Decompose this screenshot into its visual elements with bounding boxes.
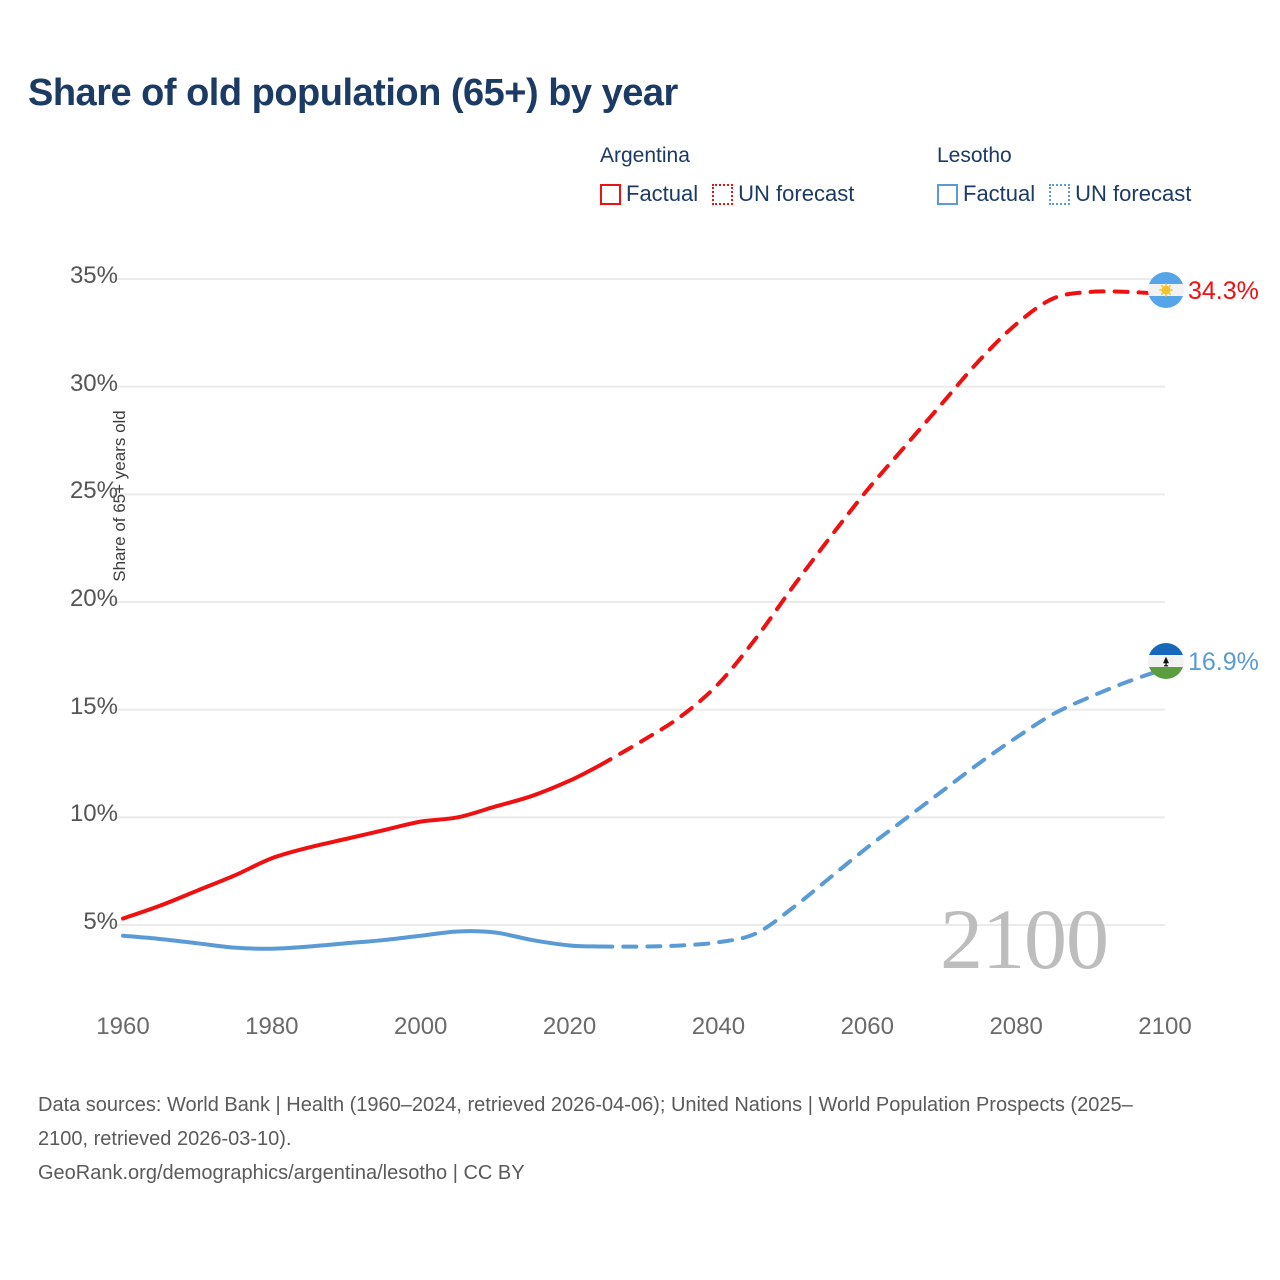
footer-attribution[interactable]: GeoRank.org/demographics/argentina/lesot… xyxy=(38,1162,525,1184)
page-title: Share of old population (65+) by year xyxy=(28,72,678,114)
x-tick-label: 2100 xyxy=(1138,1013,1192,1040)
legend-swatch-dotted-icon xyxy=(1049,183,1071,205)
argentina-flag-icon xyxy=(1148,272,1184,308)
series-line-argentina-forecast xyxy=(597,289,1167,768)
legend-entries-argentina: Factual UN forecast xyxy=(600,181,854,207)
chart-series xyxy=(121,289,1167,951)
chart-gridlines xyxy=(113,278,1165,926)
legend-label-argentina-factual: Factual xyxy=(626,181,699,206)
legend-item-lesotho-factual[interactable]: Factual xyxy=(937,181,1035,207)
legend-swatch-solid-icon xyxy=(600,183,621,205)
chart-legend: Argentina Factual UN forecast Lesotho Fa… xyxy=(600,143,1260,221)
y-tick-label: 30% xyxy=(69,369,118,397)
x-tick-label: 1960 xyxy=(96,1013,150,1040)
y-tick-label: 35% xyxy=(69,262,118,289)
legend-country-lesotho: Lesotho xyxy=(937,144,1012,167)
x-tick-label: 2020 xyxy=(542,1013,597,1040)
y-axis-ticks: 5% 10% 15% 20% 25% 30% 35% xyxy=(0,0,118,1000)
legend-group-argentina: Argentina Factual UN forecast xyxy=(600,143,854,207)
legend-item-argentina-factual[interactable]: Factual xyxy=(600,181,698,207)
x-tick-label: 2080 xyxy=(989,1013,1043,1040)
legend-swatch-dotted-icon xyxy=(712,183,734,205)
argentina-end-value: 34.3% xyxy=(1188,277,1259,305)
x-tick-label: 2040 xyxy=(691,1013,746,1040)
series-line-lesotho-factual xyxy=(121,929,602,951)
year-watermark: 2100 xyxy=(940,891,1109,987)
legend-country-argentina: Argentina xyxy=(600,144,690,167)
legend-item-lesotho-forecast[interactable]: UN forecast xyxy=(1049,181,1191,207)
footer-data-sources: Data sources: World Bank | Health (1960–… xyxy=(38,1094,1133,1150)
legend-label-argentina-forecast: UN forecast xyxy=(738,181,855,206)
footer: Data sources: World Bank | Health (1960–… xyxy=(38,1088,1198,1190)
legend-label-lesotho-factual: Factual xyxy=(963,181,1036,206)
legend-swatch-solid-icon xyxy=(937,183,958,205)
x-tick-label: 1980 xyxy=(245,1013,299,1040)
legend-group-lesotho: Lesotho Factual UN forecast xyxy=(937,143,1191,207)
y-tick-label: 5% xyxy=(83,908,118,935)
legend-entries-lesotho: Factual UN forecast xyxy=(937,181,1191,207)
x-tick-label: 2060 xyxy=(840,1013,894,1040)
y-tick-label: 20% xyxy=(69,585,118,612)
x-tick-label: 2000 xyxy=(394,1013,448,1040)
lesotho-flag-icon xyxy=(1148,643,1184,679)
legend-label-lesotho-forecast: UN forecast xyxy=(1075,181,1192,206)
series-line-argentina-factual xyxy=(121,763,602,921)
y-tick-label: 15% xyxy=(69,692,118,720)
y-tick-label: 10% xyxy=(69,800,118,828)
lesotho-end-value: 16.9% xyxy=(1188,648,1259,676)
legend-item-argentina-forecast[interactable]: UN forecast xyxy=(712,181,854,207)
y-tick-label: 25% xyxy=(69,477,118,505)
